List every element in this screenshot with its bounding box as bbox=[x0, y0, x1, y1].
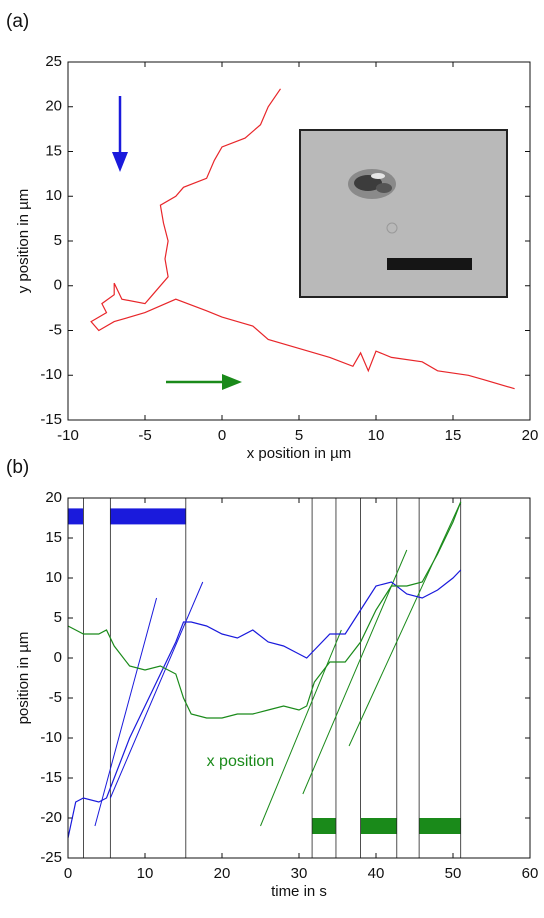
y-tick-label: 0 bbox=[54, 649, 62, 666]
y-tick-label: 20 bbox=[45, 98, 62, 115]
x-tick-label: -5 bbox=[138, 427, 151, 444]
x-tick-label: 10 bbox=[137, 865, 154, 882]
y-tick-label: -15 bbox=[40, 769, 62, 786]
fit-line bbox=[109, 581, 204, 799]
x-tick-label: -10 bbox=[57, 427, 79, 444]
x-tick-label: 50 bbox=[445, 865, 462, 882]
arrow-green bbox=[166, 374, 242, 390]
x-tick-label: 0 bbox=[64, 865, 72, 882]
x-axis-label: time in s bbox=[271, 883, 327, 900]
y-tick-label: 25 bbox=[45, 53, 62, 70]
x-axis-label: x position in µm bbox=[247, 445, 352, 462]
y-axis-label: position in µm bbox=[15, 632, 32, 725]
y-tick-label: -10 bbox=[40, 729, 62, 746]
y-tick-label: 5 bbox=[54, 609, 62, 626]
y-tick-label: 20 bbox=[45, 489, 62, 506]
series-label: x position bbox=[207, 753, 275, 770]
interval-bar bbox=[68, 508, 84, 525]
x-tick-label: 10 bbox=[368, 427, 385, 444]
interval-bar bbox=[312, 818, 336, 834]
fit-line bbox=[260, 629, 342, 827]
y-tick-label: 10 bbox=[45, 569, 62, 586]
y-tick-label: -5 bbox=[49, 689, 62, 706]
y-tick-label: 15 bbox=[45, 529, 62, 546]
panel-label: (b) bbox=[6, 457, 29, 478]
data-line bbox=[67, 501, 462, 719]
x-tick-label: 60 bbox=[522, 865, 539, 882]
fit-line bbox=[302, 549, 408, 795]
y-tick-label: -5 bbox=[49, 321, 62, 338]
plot-frame bbox=[67, 497, 531, 859]
interval-bar bbox=[419, 818, 461, 834]
x-tick-label: 5 bbox=[295, 427, 303, 444]
y-tick-label: -15 bbox=[40, 411, 62, 428]
y-tick-label: 5 bbox=[54, 232, 62, 249]
interval-bar bbox=[360, 818, 397, 834]
x-tick-label: 40 bbox=[368, 865, 385, 882]
inset-image bbox=[299, 129, 508, 298]
x-tick-label: 15 bbox=[445, 427, 462, 444]
x-tick-label: 20 bbox=[214, 865, 231, 882]
data-line bbox=[67, 569, 462, 839]
y-tick-label: -10 bbox=[40, 366, 62, 383]
fit-line bbox=[348, 501, 462, 747]
data-line bbox=[90, 88, 515, 390]
arrow-blue bbox=[112, 96, 128, 172]
panel-label: (a) bbox=[6, 11, 29, 32]
fit-line bbox=[94, 597, 158, 827]
y-axis-label: y position in µm bbox=[15, 189, 32, 294]
y-tick-label: -20 bbox=[40, 809, 62, 826]
x-tick-label: 20 bbox=[522, 427, 539, 444]
y-tick-label: 10 bbox=[45, 187, 62, 204]
x-tick-label: 0 bbox=[218, 427, 226, 444]
x-tick-label: 30 bbox=[291, 865, 308, 882]
y-tick-label: 15 bbox=[45, 142, 62, 159]
plot-frame bbox=[67, 61, 531, 421]
y-tick-label: -25 bbox=[40, 849, 62, 866]
interval-bar bbox=[110, 508, 186, 525]
y-tick-label: 0 bbox=[54, 277, 62, 294]
